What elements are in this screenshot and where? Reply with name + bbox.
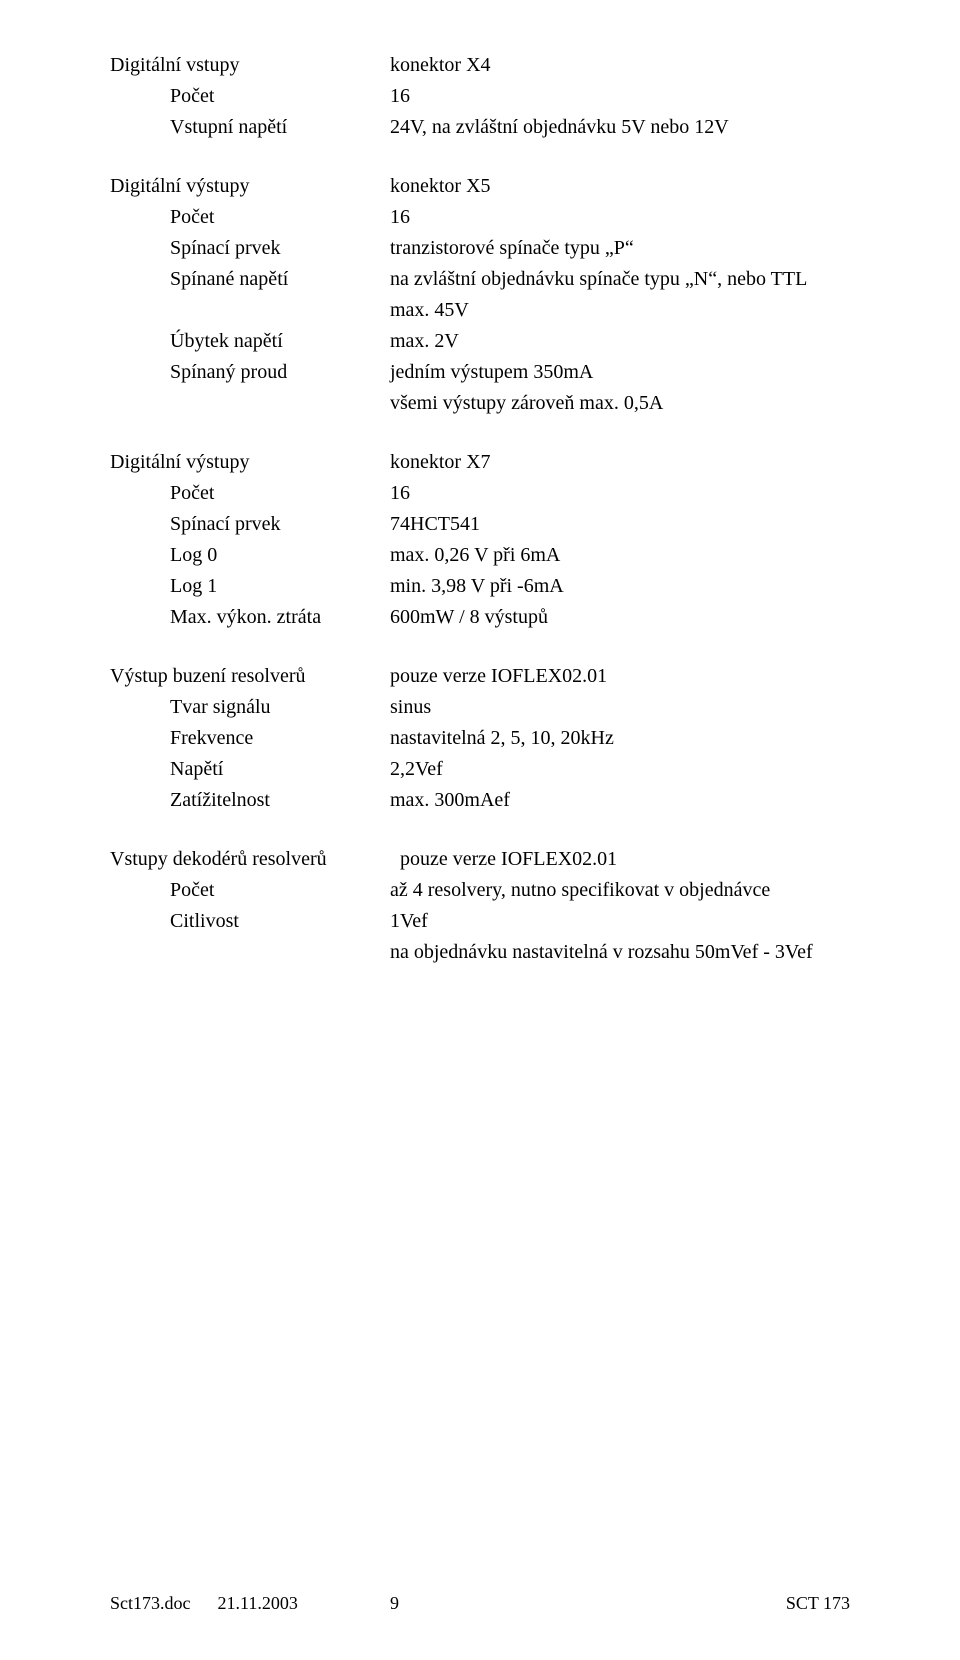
spec-label: Max. výkon. ztráta <box>110 602 390 633</box>
spec-section: Vstupy dekodérů resolverůpouze verze IOF… <box>110 844 850 968</box>
spec-label: Tvar signálu <box>110 692 390 723</box>
spec-value: 24V, na zvláštní objednávku 5V nebo 12V <box>390 112 850 143</box>
spec-section: Digitální výstupykonektor X7Počet16Spína… <box>110 447 850 633</box>
spec-section: Digitální vstupykonektor X4Počet16Vstupn… <box>110 50 850 143</box>
spec-section: Výstup buzení resolverůpouze verze IOFLE… <box>110 661 850 816</box>
spec-label: Počet <box>110 478 390 509</box>
spec-label: Spínací prvek <box>110 233 390 264</box>
spec-label: Zatížitelnost <box>110 785 390 816</box>
spec-value: pouze verze IOFLEX02.01 <box>400 844 850 875</box>
spec-label: Spínaný proud <box>110 357 390 419</box>
spec-row: Max. výkon. ztráta600mW / 8 výstupů <box>110 602 850 633</box>
spec-row: Výstup buzení resolverůpouze verze IOFLE… <box>110 661 850 692</box>
spec-label: Počet <box>110 81 390 112</box>
spec-label: Spínané napětí <box>110 264 390 326</box>
spec-label: Úbytek napětí <box>110 326 390 357</box>
spec-label: Digitální výstupy <box>110 447 390 478</box>
spec-label: Vstupy dekodérů resolverů <box>110 844 400 875</box>
spec-label: Počet <box>110 875 390 906</box>
spec-row: Úbytek napětímax. 2V <box>110 326 850 357</box>
spec-row: Tvar signálusinus <box>110 692 850 723</box>
spec-value: max. 0,26 V při 6mA <box>390 540 850 571</box>
spec-value: 2,2Vef <box>390 754 850 785</box>
spec-row: Citlivost1Vef na objednávku nastavitelná… <box>110 906 850 968</box>
spec-row: Spínané napětína zvláštní objednávku spí… <box>110 264 850 326</box>
spec-row: Digitální výstupykonektor X7 <box>110 447 850 478</box>
footer-page-number: 9 <box>390 1590 730 1618</box>
spec-label: Log 0 <box>110 540 390 571</box>
spec-row: Vstupy dekodérů resolverůpouze verze IOF… <box>110 844 850 875</box>
spec-value: 1Vef na objednávku nastavitelná v rozsah… <box>390 906 850 968</box>
spec-row: Počet16 <box>110 478 850 509</box>
spec-row: Log 1min. 3,98 V při -6mA <box>110 571 850 602</box>
spec-value: 600mW / 8 výstupů <box>390 602 850 633</box>
spec-label: Vstupní napětí <box>110 112 390 143</box>
spec-value-line: max. 45V <box>390 295 850 326</box>
spec-value: 74HCT541 <box>390 509 850 540</box>
spec-label: Digitální vstupy <box>110 50 390 81</box>
page-footer: Sct173.doc 21.11.2003 9 SCT 173 <box>110 1590 850 1618</box>
spec-row: Počet16 <box>110 81 850 112</box>
spec-value-line: 1Vef <box>390 906 850 937</box>
page: Digitální vstupykonektor X4Počet16Vstupn… <box>0 0 960 1660</box>
spec-row: Spínací prvek74HCT541 <box>110 509 850 540</box>
spec-value: jedním výstupem 350mAvšemi výstupy zárov… <box>390 357 850 419</box>
spec-value: na zvláštní objednávku spínače typu „N“,… <box>390 264 850 326</box>
spec-value: nastavitelná 2, 5, 10, 20kHz <box>390 723 850 754</box>
spec-label: Frekvence <box>110 723 390 754</box>
spec-row: Počet16 <box>110 202 850 233</box>
spec-value: pouze verze IOFLEX02.01 <box>390 661 850 692</box>
spec-value: až 4 resolvery, nutno specifikovat v obj… <box>390 875 850 906</box>
spec-label: Digitální výstupy <box>110 171 390 202</box>
spec-row: Početaž 4 resolvery, nutno specifikovat … <box>110 875 850 906</box>
spec-value-line: jedním výstupem 350mA <box>390 357 850 388</box>
spec-row: Zatížitelnostmax. 300mAef <box>110 785 850 816</box>
spec-value: konektor X4 <box>390 50 850 81</box>
spec-label: Počet <box>110 202 390 233</box>
spec-value: max. 300mAef <box>390 785 850 816</box>
spec-label: Citlivost <box>110 906 390 968</box>
spec-row: Spínací prvektranzistorové spínače typu … <box>110 233 850 264</box>
spec-row: Frekvencenastavitelná 2, 5, 10, 20kHz <box>110 723 850 754</box>
spec-value: min. 3,98 V při -6mA <box>390 571 850 602</box>
footer-right: SCT 173 <box>730 1590 850 1618</box>
spec-row: Spínaný proudjedním výstupem 350mAvšemi … <box>110 357 850 419</box>
spec-label: Log 1 <box>110 571 390 602</box>
spec-value-line: na zvláštní objednávku spínače typu „N“,… <box>390 264 850 295</box>
spec-value: 16 <box>390 478 850 509</box>
spec-sections: Digitální vstupykonektor X4Počet16Vstupn… <box>110 50 850 968</box>
spec-label: Spínací prvek <box>110 509 390 540</box>
spec-value: max. 2V <box>390 326 850 357</box>
spec-row: Napětí2,2Vef <box>110 754 850 785</box>
spec-value: sinus <box>390 692 850 723</box>
spec-value: tranzistorové spínače typu „P“ <box>390 233 850 264</box>
spec-row: Digitální výstupykonektor X5 <box>110 171 850 202</box>
spec-value: konektor X7 <box>390 447 850 478</box>
spec-value: konektor X5 <box>390 171 850 202</box>
spec-value: 16 <box>390 81 850 112</box>
footer-left: Sct173.doc 21.11.2003 <box>110 1590 390 1618</box>
spec-row: Vstupní napětí24V, na zvláštní objednávk… <box>110 112 850 143</box>
spec-label: Napětí <box>110 754 390 785</box>
spec-section: Digitální výstupykonektor X5Počet16Spína… <box>110 171 850 419</box>
spec-value: 16 <box>390 202 850 233</box>
spec-row: Log 0max. 0,26 V při 6mA <box>110 540 850 571</box>
spec-row: Digitální vstupykonektor X4 <box>110 50 850 81</box>
spec-value-line: všemi výstupy zároveň max. 0,5A <box>390 388 850 419</box>
spec-label: Výstup buzení resolverů <box>110 661 390 692</box>
spec-value-line: na objednávku nastavitelná v rozsahu 50m… <box>390 937 850 968</box>
